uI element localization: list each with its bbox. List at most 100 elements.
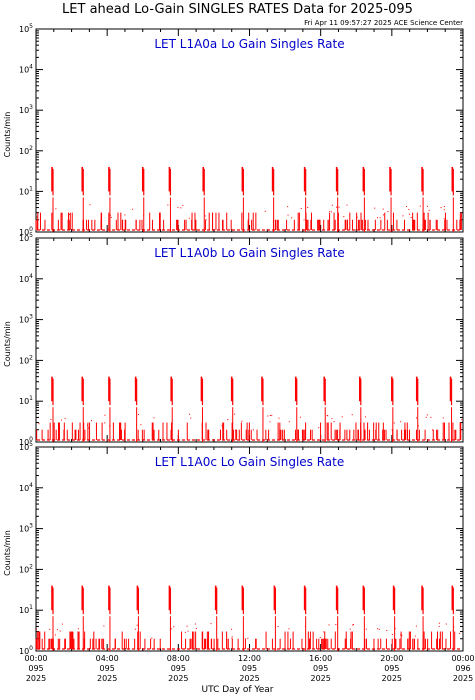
data-point [247, 637, 249, 639]
data-point [137, 413, 139, 415]
x-tick-label: 2025 [310, 674, 330, 683]
spike [214, 585, 218, 651]
spike [362, 585, 365, 651]
data-point [153, 417, 155, 419]
data-point [264, 210, 266, 212]
data-point [68, 213, 70, 215]
x-tick-label: 00:00 [451, 654, 474, 663]
data-point [36, 628, 38, 630]
y-tick-label: 105 [19, 441, 33, 452]
data-point [400, 421, 402, 423]
data-point [415, 625, 417, 627]
data-point [241, 420, 243, 422]
data-point [307, 206, 309, 208]
y-tick-label: 102 [19, 145, 33, 156]
baseline-segments [36, 413, 463, 440]
spike [335, 166, 339, 232]
data-point [445, 623, 447, 625]
x-tick-label: 095 [313, 664, 328, 673]
y-axis-label: Counts/min [3, 112, 12, 158]
data-point [401, 635, 403, 637]
data-point [364, 416, 366, 418]
x-axis-label: UTC Day of Year [201, 685, 274, 695]
spike [323, 376, 326, 442]
data-point [327, 415, 329, 417]
panel-title: LET L1A0c Lo Gain Singles Rate [155, 455, 345, 469]
data-point [409, 213, 411, 215]
data-point [288, 421, 290, 423]
data-point [374, 207, 376, 209]
y-tick-label: 103 [19, 314, 33, 325]
y-tick-label: 102 [19, 563, 33, 574]
data-point [124, 214, 126, 216]
data-point [331, 204, 333, 206]
data-point [231, 636, 233, 638]
spike [451, 585, 454, 651]
x-tick-label: 2025 [26, 674, 46, 683]
data-point [267, 415, 269, 417]
data-point [252, 429, 254, 431]
data-point [328, 624, 330, 626]
data-point [351, 414, 353, 416]
y-tick-label: 103 [19, 104, 33, 115]
spike [141, 166, 145, 232]
data-point [189, 413, 191, 415]
x-tick-label: 2025 [168, 674, 188, 683]
spike [134, 376, 138, 442]
y-tick-label: 103 [19, 523, 33, 534]
chart-title: LET ahead Lo-Gain SINGLES RATES Data for… [62, 2, 413, 17]
y-tick-label: 100 [19, 226, 33, 237]
data-point [187, 630, 189, 632]
data-point [335, 623, 337, 625]
data-point [77, 628, 79, 630]
data-point [341, 416, 343, 418]
data-point [188, 217, 190, 219]
data-point [377, 628, 379, 630]
y-tick-label: 104 [19, 273, 33, 284]
spike [359, 376, 362, 442]
data-point [352, 623, 354, 625]
x-tick-label: 16:00 [309, 654, 332, 663]
data-point [56, 629, 58, 631]
data-point [440, 207, 442, 209]
data-point [134, 628, 136, 630]
y-tick-label: 104 [19, 482, 33, 493]
panel-title: LET L1A0b Lo Gain Singles Rate [154, 246, 345, 260]
x-tick-label: 095 [171, 664, 186, 673]
x-tick-label: 2025 [239, 674, 259, 683]
data-point [231, 628, 233, 630]
data-point [182, 204, 184, 206]
y-axis-label: Counts/min [3, 530, 12, 576]
x-tick-label: 00:00 [24, 654, 47, 663]
spike [51, 376, 54, 442]
data-point [195, 628, 197, 630]
panel-2: 100 101 102 103 104 105 Counts/min LET L1A0b Lo… [3, 232, 464, 447]
panel-frame [35, 237, 464, 443]
spike [391, 376, 394, 442]
data-point [394, 628, 396, 630]
x-tick-label: 2025 [97, 674, 117, 683]
data-point [419, 205, 421, 207]
spike [241, 585, 244, 651]
spike [415, 376, 419, 442]
data-point [438, 622, 440, 624]
spike [451, 166, 454, 232]
data-point [227, 419, 229, 421]
spike [81, 166, 84, 232]
data-point [36, 216, 38, 218]
data-point [136, 624, 138, 626]
data-point [338, 206, 340, 208]
panel-frame [35, 28, 464, 233]
data-point [190, 417, 192, 419]
data-point [103, 625, 105, 627]
data-point [356, 216, 358, 218]
data-point [88, 427, 90, 429]
spike [421, 166, 424, 232]
spike [81, 585, 84, 651]
data-point [170, 628, 172, 630]
